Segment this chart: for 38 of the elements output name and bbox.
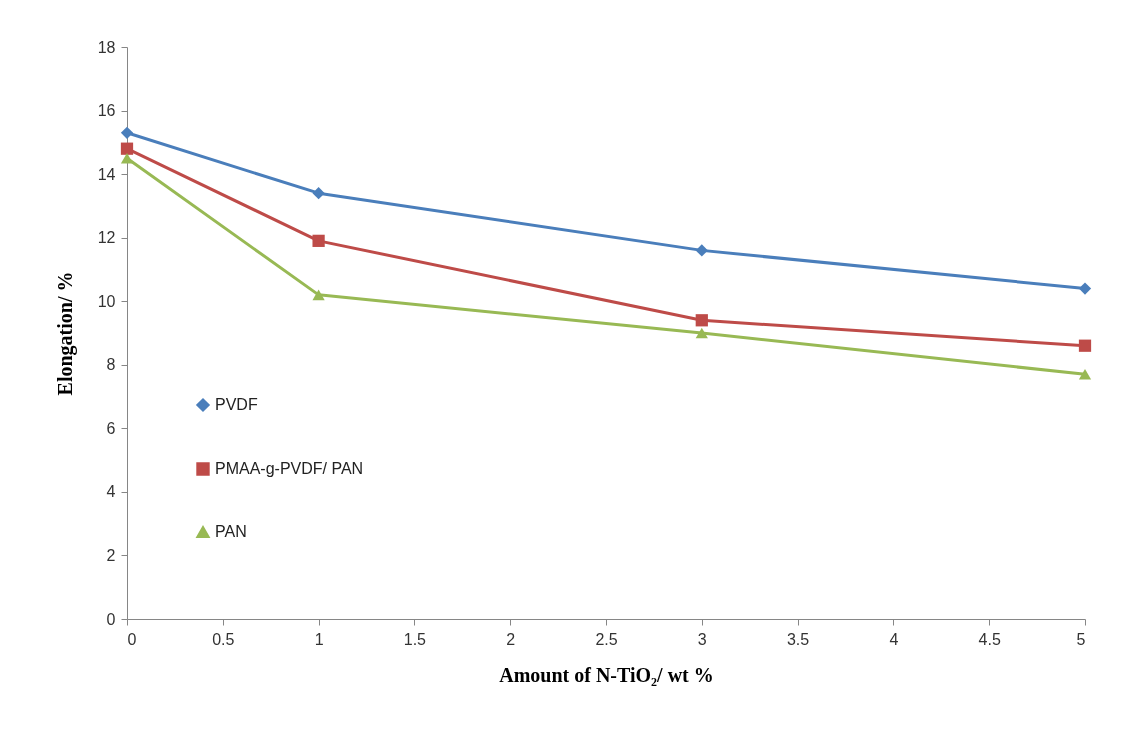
x-tick-label: 4 xyxy=(889,630,899,648)
y-tick-label: 4 xyxy=(106,483,116,501)
x-tick-label: 0 xyxy=(127,630,137,648)
y-tick-label: 16 xyxy=(97,102,116,120)
x-tick-label: 3.5 xyxy=(786,630,810,648)
y-tick-label: 14 xyxy=(97,165,116,183)
legend-label: PAN xyxy=(215,523,247,540)
y-tick-label: 8 xyxy=(106,356,116,374)
y-tick-label: 18 xyxy=(97,38,116,56)
y-tick-label: 2 xyxy=(106,546,116,564)
x-tick-label: 4.5 xyxy=(978,630,1001,648)
x-axis-title: Amount of N-TiO₂/ wt % xyxy=(499,663,714,686)
point xyxy=(695,314,708,327)
point xyxy=(120,152,134,164)
point xyxy=(120,142,134,155)
y-tick-label: 0 xyxy=(106,610,116,628)
point xyxy=(695,327,708,339)
x-tick-label: 3 xyxy=(697,630,707,648)
x-tick-label: 1 xyxy=(314,630,324,648)
point xyxy=(1078,339,1092,352)
x-tick-label: 0.5 xyxy=(212,630,235,648)
point xyxy=(312,187,325,200)
y-tick-label: 10 xyxy=(97,292,116,310)
x-tick-label: 2 xyxy=(506,630,516,648)
legend-label: PVDF xyxy=(215,396,258,413)
x-tick-label: 2.5 xyxy=(595,630,618,648)
point xyxy=(1078,282,1092,295)
point xyxy=(312,234,325,247)
x-tick-label: 1.5 xyxy=(403,630,427,648)
point xyxy=(695,244,708,257)
legend-label: PMAA-g-PVDF/ PAN xyxy=(215,460,364,477)
y-axis-title: Elongation/ % xyxy=(53,271,77,396)
point xyxy=(312,289,325,301)
point xyxy=(120,126,134,139)
y-tick-label: 12 xyxy=(97,229,116,247)
x-tick-label: 5 xyxy=(1076,630,1086,648)
y-tick-label: 6 xyxy=(106,419,116,437)
point xyxy=(1078,369,1092,380)
